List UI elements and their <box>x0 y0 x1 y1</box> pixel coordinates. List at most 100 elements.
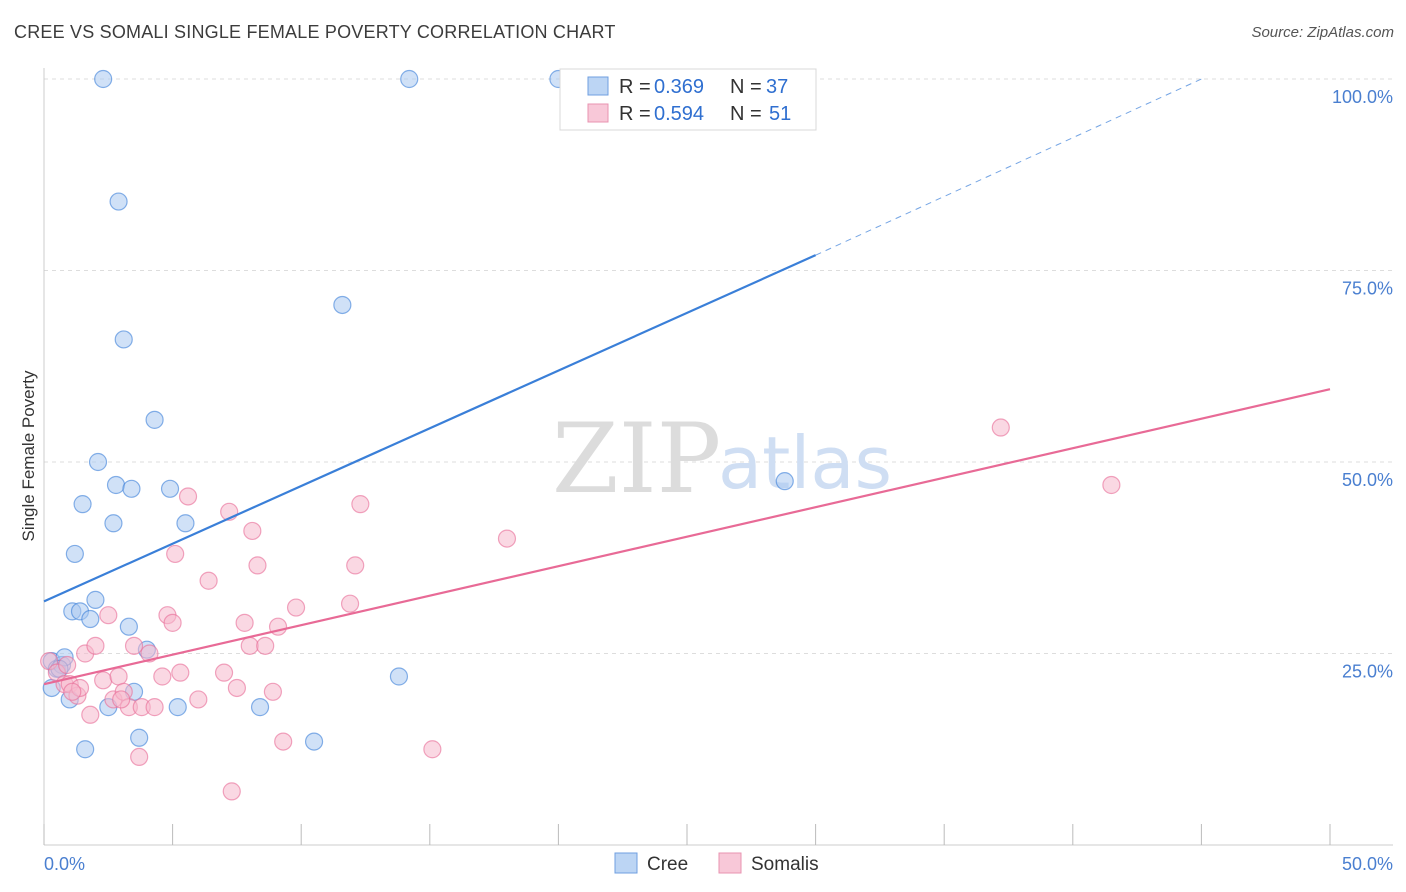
data-point <box>389 667 409 686</box>
data-point <box>340 594 360 613</box>
data-point <box>227 678 246 698</box>
data-point <box>286 598 306 617</box>
data-point <box>333 295 352 315</box>
data-point <box>163 613 182 632</box>
legend-box: R = 0.369 N = 37 R = 0.594 N = 51 <box>559 68 817 131</box>
data-point <box>94 671 113 690</box>
data-point <box>991 418 1010 437</box>
data-point <box>114 330 133 349</box>
data-point <box>171 663 190 682</box>
x-tick-labels: 0.0% 50.0% <box>44 854 1393 874</box>
watermark-zip: ZIP <box>552 403 721 515</box>
data-point <box>166 544 185 564</box>
legend-somali-n-value: 51 <box>769 103 791 125</box>
legend-cree-n-label: N = <box>730 76 762 98</box>
series-somalis <box>40 418 1121 801</box>
y-axis-label: Single Female Poverty <box>19 370 38 542</box>
data-point <box>222 782 241 801</box>
chart-title: CREE VS SOMALI SINGLE FEMALE POVERTY COR… <box>14 22 616 42</box>
data-point <box>140 644 159 663</box>
bottom-legend-somali-label: Somalis <box>751 854 819 875</box>
data-point <box>256 636 275 655</box>
data-point <box>122 479 141 498</box>
y-tick-label: 75.0% <box>1342 279 1393 299</box>
data-point <box>423 740 442 759</box>
data-point <box>109 192 128 211</box>
legend-cree-swatch <box>587 76 609 96</box>
data-point <box>124 636 144 655</box>
data-point <box>106 475 126 495</box>
data-point <box>104 514 123 533</box>
legend-somali-n-label: N = <box>730 103 762 125</box>
data-point <box>160 479 180 498</box>
data-point <box>81 609 100 629</box>
data-point <box>775 472 794 491</box>
data-point <box>145 698 164 717</box>
data-point <box>109 667 128 686</box>
data-point <box>178 487 198 506</box>
data-point <box>63 682 82 701</box>
watermark: ZIP atlas <box>552 403 892 515</box>
data-point <box>94 69 113 89</box>
data-point <box>86 636 105 655</box>
trend-line-somalis <box>43 388 1331 686</box>
y-tick-label: 100.0% <box>1332 87 1393 107</box>
legend-somali-r-value: 0.594 <box>654 103 704 125</box>
y-tick-label: 25.0% <box>1342 662 1393 682</box>
data-point <box>76 740 95 759</box>
y-tick-labels: 25.0% 50.0% 75.0% 100.0% <box>1332 87 1393 682</box>
data-point <box>88 452 108 472</box>
data-point <box>243 521 262 541</box>
data-point <box>199 571 218 590</box>
data-point <box>112 690 131 709</box>
data-point <box>400 69 419 89</box>
data-point <box>176 514 195 533</box>
legend-cree-r-value: 0.369 <box>654 76 704 98</box>
data-point <box>1102 475 1121 495</box>
data-point <box>263 682 283 701</box>
data-point <box>214 663 234 682</box>
data-point <box>274 732 293 751</box>
data-point <box>240 636 259 655</box>
axes <box>43 68 1393 846</box>
data-point <box>130 747 149 767</box>
legend-somali-r-label: R = <box>619 103 651 125</box>
data-point <box>346 556 365 575</box>
data-point <box>304 732 324 751</box>
x-tick-max: 50.0% <box>1342 854 1393 874</box>
data-point <box>81 705 100 724</box>
data-point <box>497 529 517 548</box>
data-point <box>250 698 270 717</box>
data-point <box>235 613 254 632</box>
trend-line-cree <box>43 254 817 603</box>
data-point <box>189 690 208 709</box>
data-point <box>248 556 267 575</box>
data-point <box>168 698 187 717</box>
data-point <box>119 617 138 636</box>
data-point <box>58 655 77 675</box>
bottom-legend-cree-swatch <box>614 852 638 874</box>
grid-lines <box>44 78 1393 654</box>
bottom-legend-cree-label: Cree <box>647 854 688 875</box>
data-points <box>40 69 1121 801</box>
trend-line-extension <box>815 78 1202 256</box>
data-point <box>145 410 164 429</box>
legend-cree-r-label: R = <box>619 76 651 98</box>
bottom-legend-somali-swatch <box>718 852 742 874</box>
legend-somali-swatch <box>587 103 609 123</box>
bottom-legend: Cree Somalis <box>614 852 819 875</box>
source-label: Source: ZipAtlas.com <box>1251 24 1394 41</box>
data-point <box>65 544 84 564</box>
data-point <box>153 667 172 686</box>
trend-lines <box>43 78 1331 686</box>
data-point <box>99 606 118 625</box>
watermark-atlas: atlas <box>718 421 892 505</box>
data-point <box>86 590 105 609</box>
data-point <box>351 495 370 514</box>
data-point <box>130 728 149 747</box>
x-tick-min: 0.0% <box>44 854 85 874</box>
y-tick-label: 50.0% <box>1342 470 1393 490</box>
legend-cree-n-value: 37 <box>766 76 788 98</box>
data-point <box>73 495 92 514</box>
